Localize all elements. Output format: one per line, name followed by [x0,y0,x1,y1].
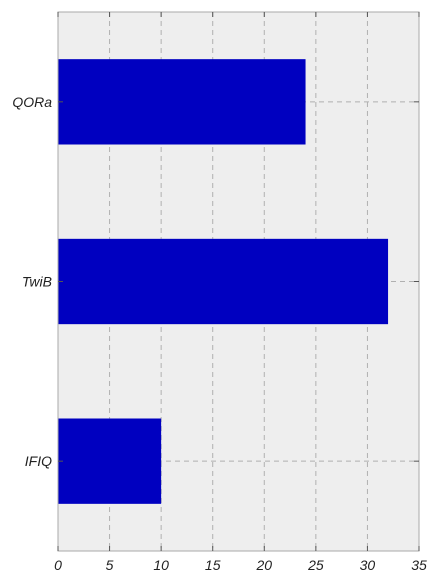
x-tick-label: 15 [205,557,221,573]
x-tick-label: 35 [411,557,427,573]
bars [58,59,389,504]
tick-marks [57,12,420,551]
bar-ifiq [58,418,162,504]
category-label: TwiB [22,274,52,290]
x-tick-label: 5 [106,557,114,573]
x-tick-label: 20 [255,557,272,573]
category-label: IFIQ [25,453,52,469]
x-tick-label: 30 [360,557,376,573]
x-tick-label: 25 [307,557,324,573]
bar-qora [58,59,306,145]
bar-twib [58,238,389,325]
x-tick-labels: 0 5 10 15 20 25 30 35 [54,557,427,573]
category-label: QORa [12,94,52,110]
x-tick-label: 10 [153,557,169,573]
x-tick-label: 0 [54,557,62,573]
category-labels: QORa TwiB IFIQ [12,94,52,469]
